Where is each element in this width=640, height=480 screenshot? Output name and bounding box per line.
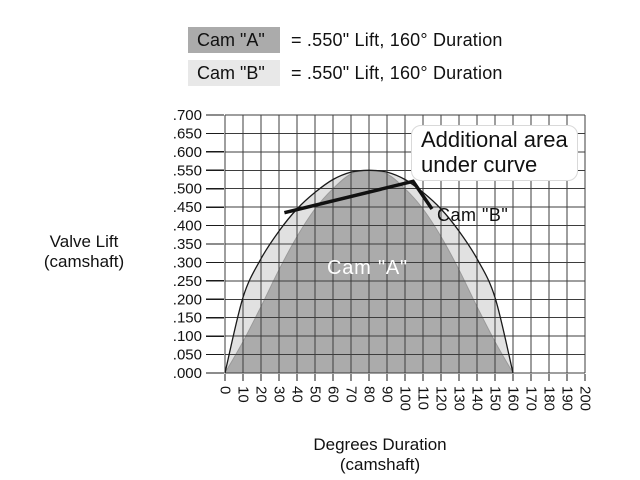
x-tick-label: 130 [451, 386, 468, 411]
y-tick-label: .050 [173, 347, 202, 364]
y-axis-title-line2: (camshaft) [43, 252, 125, 271]
y-tick-label: .150 [173, 310, 202, 327]
axis-tick-labels: .700.650 .600.550 .500.450 .400.350.300 .250… [173, 107, 594, 411]
y-axis-title-line1: Valve Lift [49, 232, 119, 251]
legend-row-cam-b: Cam "B" = .550" Lift, 160° Duration [188, 60, 503, 86]
y-tick-label: .550 [173, 162, 202, 179]
x-axis-title-line1: Degrees Duration [313, 435, 447, 454]
x-tick-label: 20 [253, 386, 270, 403]
x-tick-label: 40 [289, 386, 306, 403]
x-tick-label: 30 [271, 386, 288, 403]
legend-swatch-cam-a: Cam "A" [188, 27, 280, 53]
x-tick-label: 110 [415, 386, 432, 410]
x-tick-label: 80 [361, 386, 378, 403]
legend-row-cam-a: Cam "A" = .550" Lift, 160° Duration [188, 27, 503, 53]
y-tick-label: .250 [173, 273, 202, 290]
x-tick-label: 100 [397, 386, 414, 411]
y-tick-label: .600 [173, 144, 202, 161]
cam-b-curve-outline [224, 169, 514, 374]
y-tick-label: .700 [173, 107, 202, 124]
legend-swatch-cam-b: Cam "B" [188, 60, 280, 86]
x-tick-label: 190 [559, 386, 576, 411]
x-axis-title-line2: (camshaft) [339, 455, 421, 474]
x-tick-label: 0 [217, 386, 234, 394]
x-axis-title: Degrees Duration (camshaft) [230, 435, 530, 475]
y-tick-label: .200 [173, 291, 202, 308]
cam-b-series-label: Cam "B" [437, 205, 509, 225]
y-tick-label: .400 [173, 218, 202, 235]
y-tick-label: .000 [173, 365, 202, 382]
x-tick-label: 90 [379, 386, 396, 403]
x-tick-label: 160 [505, 386, 522, 411]
annotation-pointer-line [283, 179, 434, 215]
x-tick-label: 70 [343, 386, 360, 403]
legend-value-cam-a: = .550" Lift, 160° Duration [291, 29, 503, 50]
legend: Cam "A" = .550" Lift, 160° Duration Cam … [188, 27, 503, 93]
y-axis-title: Valve Lift (camshaft) [18, 232, 150, 272]
x-tick-label: 140 [469, 386, 486, 411]
x-tick-label: 60 [325, 386, 342, 403]
x-tick-label: 120 [433, 386, 450, 411]
annotation-line1: Additional area [421, 127, 568, 152]
cam-a-series-label: Cam "A" [327, 257, 408, 279]
x-tick-label: 150 [487, 386, 504, 411]
y-tick-label: .300 [173, 254, 202, 271]
y-tick-label: .100 [173, 328, 202, 345]
y-tick-label: .500 [173, 181, 202, 198]
legend-value-cam-b: = .550" Lift, 160° Duration [291, 62, 503, 83]
x-tick-label: 10 [235, 386, 252, 403]
x-tick-label: 180 [541, 386, 558, 411]
y-tick-label: .450 [173, 199, 202, 216]
y-tick-label: .650 [173, 125, 202, 142]
y-tick-label: .350 [173, 236, 202, 253]
x-tick-label: 50 [307, 386, 324, 403]
annotation-line2: under curve [421, 152, 538, 177]
annotation-box: Additional area under curve [411, 125, 578, 181]
axis-ticks [206, 114, 586, 381]
x-tick-label: 170 [523, 386, 540, 411]
x-tick-label: 200 [577, 386, 594, 411]
